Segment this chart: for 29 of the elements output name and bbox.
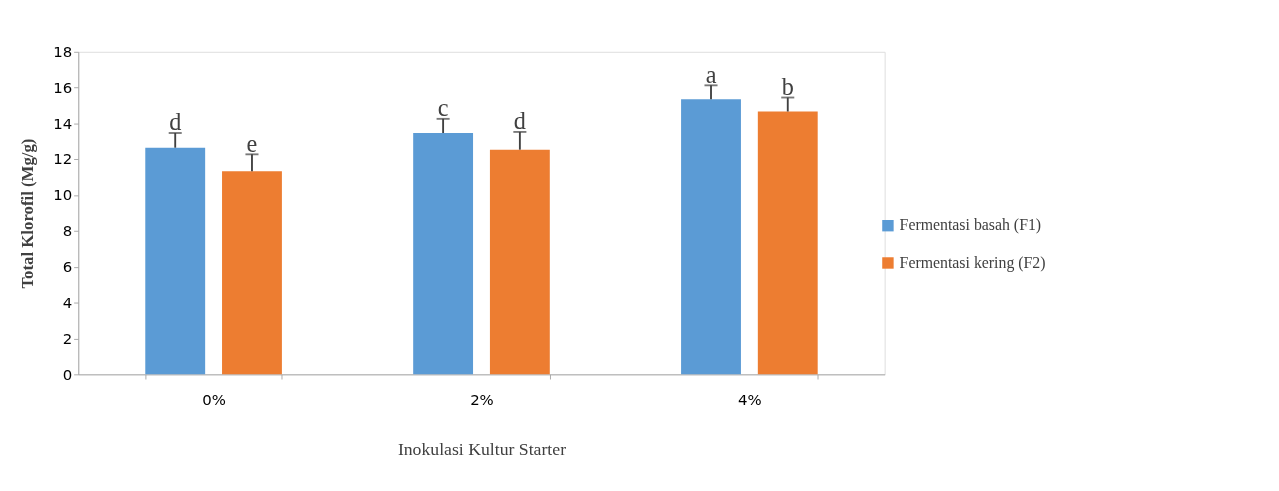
y-tick-label: 8 [62,222,73,241]
y-tick-label: 2 [62,329,73,348]
data-label: a [705,60,717,88]
data-label: d [513,107,526,135]
data-label: e [246,129,258,157]
x-axis-title: Inokulasi Kultur Starter [397,439,567,460]
y-tick-label: 4 [62,293,73,312]
x-tick-label: 2% [470,390,494,409]
bar [489,149,550,375]
x-tick-label: 0% [202,390,226,409]
y-tick-label: 18 [53,42,73,61]
data-label: d [169,108,182,136]
bar [757,111,818,375]
y-axis-title: Total Klorofil (Mg/g) [17,138,37,289]
y-tick-label: 16 [53,78,73,97]
y-tick-label: 6 [62,257,73,276]
x-tick-label: 4% [738,390,762,409]
data-label: b [781,72,794,100]
bar [222,171,282,375]
y-tick-label: 10 [53,186,73,205]
bar [145,147,206,375]
data-label: c [437,94,449,122]
y-tick-label: 14 [53,114,73,133]
legend-label: Fermentasi basah (F1) [899,216,1042,235]
bar [681,99,741,375]
bar [413,133,474,375]
y-tick-label: 12 [53,150,73,169]
y-tick-label: 0 [62,365,73,384]
legend-label: Fermentasi kering (F2) [899,253,1046,272]
